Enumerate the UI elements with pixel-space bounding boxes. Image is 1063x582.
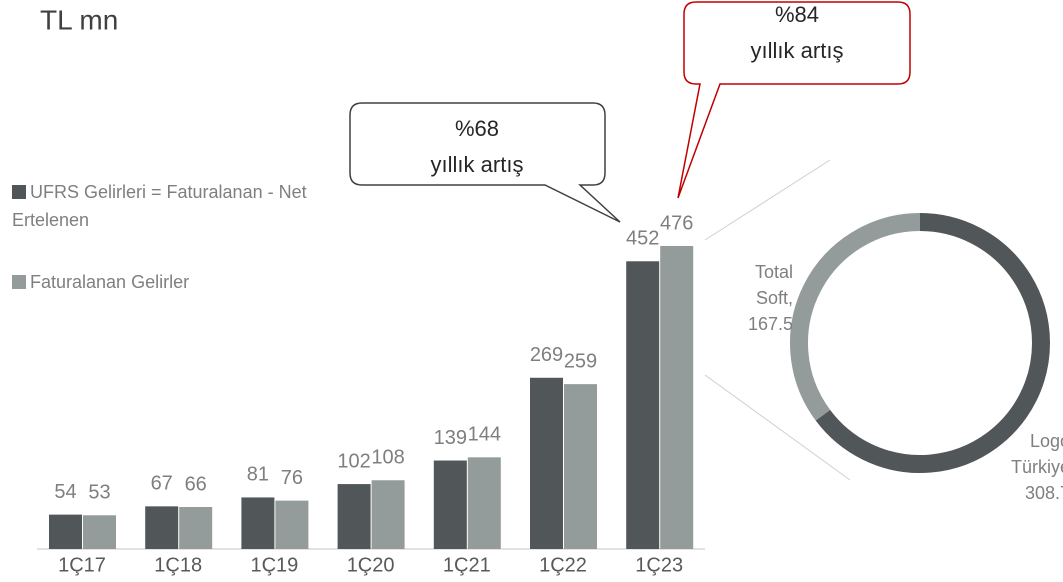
callout (349, 102, 621, 223)
donut-label: Total Soft, (754, 262, 793, 308)
bar (433, 460, 467, 549)
donut-segment (790, 213, 921, 421)
value-label: 54 (54, 481, 76, 503)
annotation: %84 (775, 2, 819, 27)
bar (179, 506, 213, 549)
value-label: 66 (185, 473, 207, 495)
donut-label: Logo Türkiye (1010, 431, 1063, 477)
bar (83, 515, 116, 549)
donut-value: 308.7 (1024, 483, 1063, 503)
x-tick-label: 1Ç23 (635, 554, 683, 576)
annotation: yıllık artış (751, 38, 844, 63)
connector (704, 374, 851, 481)
donut-segment (815, 213, 1050, 473)
value-label: 81 (247, 464, 269, 486)
legend-swatch (12, 275, 26, 289)
value-label: 67 (151, 473, 173, 495)
value-label: 102 (337, 450, 370, 472)
x-tick-label: 1Ç21 (443, 554, 491, 576)
bar (467, 457, 501, 549)
x-tick-label: 1Ç18 (154, 554, 202, 576)
bar (660, 246, 694, 549)
legend-entry: UFRS Gelirleri = Faturalanan - Net Ertel… (12, 178, 332, 234)
value-label: 476 (660, 212, 693, 234)
value-label: 139 (434, 427, 467, 449)
annotation: %68 (455, 116, 499, 141)
value-label: 76 (281, 467, 303, 489)
x-tick-label: 1Ç19 (250, 554, 298, 576)
callout (677, 1, 911, 199)
value-label: 53 (88, 482, 110, 504)
bar (337, 484, 371, 549)
legend-swatch (12, 185, 26, 199)
value-label: 108 (371, 447, 404, 469)
x-tick-label: 1Ç22 (539, 554, 587, 576)
value-label: 259 (564, 350, 597, 372)
x-tick-label: 1Ç17 (58, 554, 106, 576)
value-label: 269 (530, 344, 563, 366)
bar (530, 377, 563, 549)
bar (275, 500, 309, 549)
legend-label: UFRS Gelirleri = Faturalanan - Net Ertel… (12, 182, 307, 230)
legend-label: Faturalanan Gelirler (30, 272, 190, 292)
bar (564, 384, 597, 549)
bar (241, 497, 275, 549)
donut-value: 167.5 (747, 314, 793, 334)
chart-title: TL mn (40, 4, 118, 35)
value-label: 452 (626, 228, 659, 250)
bar (49, 514, 82, 549)
bar (145, 506, 179, 549)
legend-entry: Faturalanan Gelirler (12, 268, 332, 296)
value-label: 144 (468, 424, 501, 446)
bar (371, 480, 405, 549)
x-tick-label: 1Ç20 (347, 554, 395, 576)
annotation: yıllık artış (431, 152, 524, 177)
bar (626, 261, 660, 549)
connector (704, 159, 831, 241)
